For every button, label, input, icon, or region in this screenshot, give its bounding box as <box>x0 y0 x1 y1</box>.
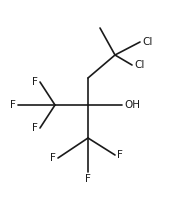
Text: F: F <box>32 123 38 133</box>
Text: OH: OH <box>124 100 140 110</box>
Text: F: F <box>117 150 123 160</box>
Text: Cl: Cl <box>134 60 144 70</box>
Text: F: F <box>50 153 56 163</box>
Text: F: F <box>32 77 38 87</box>
Text: Cl: Cl <box>142 37 152 47</box>
Text: F: F <box>85 174 91 184</box>
Text: F: F <box>10 100 16 110</box>
